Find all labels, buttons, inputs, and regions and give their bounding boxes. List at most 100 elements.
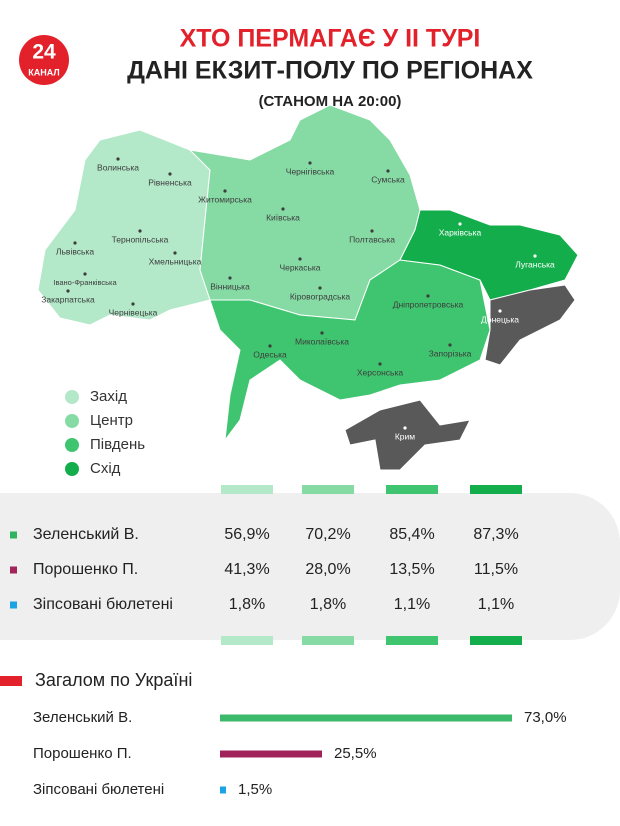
region-label: Вінницька: [210, 281, 250, 291]
category-label: Порошенко П.: [33, 745, 132, 762]
category-label: Зеленський В.: [33, 709, 132, 726]
region-label: Луганська: [515, 259, 555, 269]
occupied-area: [484, 284, 576, 366]
bar: [220, 714, 512, 722]
column-bar: [221, 636, 273, 645]
map: Волинська Рівненська Львівська Тернопільськ…: [37, 104, 579, 471]
legend-label: Центр: [90, 412, 133, 429]
region-dot: [66, 289, 70, 293]
row-name: Зеленський В.: [33, 526, 139, 543]
column-bar: [470, 636, 522, 645]
region-dot: [378, 362, 382, 366]
region-label: Запорізька: [429, 348, 472, 358]
row-marker: [10, 531, 17, 539]
region-dot: [131, 302, 135, 306]
logo-circle: [19, 35, 69, 85]
chart-title: Загалом по Україні: [35, 670, 192, 690]
column-bar: [386, 485, 438, 494]
value-label: 25,5%: [334, 745, 377, 762]
region-label: Крим: [395, 431, 415, 441]
legend-label: Схід: [90, 460, 121, 477]
row-name: Порошенко П.: [33, 561, 138, 578]
column-bar: [302, 636, 354, 645]
column-bar: [386, 636, 438, 645]
region-label: Волинська: [97, 162, 139, 172]
region-dot: [403, 426, 407, 430]
table-cell: 1,1%: [478, 596, 514, 613]
region-label: Донецька: [481, 314, 519, 324]
region-dot: [268, 344, 272, 348]
legend-swatch: [65, 438, 79, 452]
region-dot: [308, 161, 312, 165]
map-zone: [399, 209, 579, 301]
column-bar: [302, 485, 354, 494]
subtitle: (СТАНОМ НА 20:00): [259, 93, 402, 110]
value-label: 1,5%: [238, 781, 272, 798]
section-marker: [0, 676, 22, 686]
table-cell: 1,8%: [229, 596, 265, 613]
region-label: Закарпатська: [41, 294, 95, 304]
table-cell: 87,3%: [473, 526, 518, 543]
region-dot: [386, 169, 390, 173]
region-dot: [498, 309, 502, 313]
region-label: Полтавська: [349, 234, 395, 244]
table: Зеленський В. 56,9% 70,2% 85,4% 87,3% Порошен…: [10, 485, 522, 645]
table-background: [0, 493, 620, 640]
bar: [220, 750, 322, 758]
table-cell: 41,3%: [224, 561, 269, 578]
region-label: Харківська: [439, 227, 482, 237]
region-dot: [173, 251, 177, 255]
table-cell: 85,4%: [389, 526, 434, 543]
value-label: 73,0%: [524, 709, 567, 726]
region-label: Хмельницька: [149, 256, 202, 266]
region-label: Чернівецька: [109, 307, 158, 317]
region-label: Херсонська: [357, 367, 403, 377]
region-dot: [298, 257, 302, 261]
title: ХТО ПЕРМАГАЄ У ІІ ТУРІ: [180, 25, 481, 53]
region-dot: [448, 343, 452, 347]
bar: [220, 786, 226, 794]
region-label: Дніпропетровська: [393, 299, 464, 309]
region-label: Одеська: [253, 349, 287, 359]
region-dot: [370, 229, 374, 233]
legend-swatch: [65, 462, 79, 476]
row-name: Зіпсовані бюлетені: [33, 596, 173, 613]
logo-label: КАНАЛ: [28, 67, 59, 77]
region-dot: [533, 254, 537, 258]
region-dot: [426, 294, 430, 298]
region-dot: [320, 331, 324, 335]
column-bar: [221, 485, 273, 494]
column-bar: [470, 485, 522, 494]
region-dot: [116, 157, 120, 161]
region-dot: [458, 222, 462, 226]
category-label: Зіпсовані бюлетені: [33, 781, 164, 798]
legend: Захід Центр Південь Схід: [65, 388, 145, 477]
region-dot: [138, 229, 142, 233]
table-cell: 28,0%: [305, 561, 350, 578]
title: ДАНІ ЕКЗИТ-ПОЛУ ПО РЕГІОНАХ: [127, 57, 533, 85]
logo: 24 КАНАЛ: [19, 35, 69, 85]
region-dot: [281, 207, 285, 211]
legend-label: Південь: [90, 436, 145, 453]
legend-swatch: [65, 414, 79, 428]
region-label: Миколаївська: [295, 336, 349, 346]
region-label: Черкаська: [279, 262, 320, 272]
region-dot: [83, 272, 87, 276]
region-dot: [228, 276, 232, 280]
occupied-area: [344, 399, 471, 471]
region-dot: [168, 172, 172, 176]
region-dot: [73, 241, 77, 245]
legend-swatch: [65, 390, 79, 404]
region-label: Чернігівська: [286, 166, 335, 176]
table-cell: 70,2%: [305, 526, 350, 543]
row-marker: [10, 566, 17, 574]
region-label: Житомирська: [198, 194, 252, 204]
row-marker: [10, 601, 17, 609]
region-label: Київська: [266, 212, 300, 222]
table-cell: 11,5%: [474, 561, 518, 578]
region-dot: [318, 286, 322, 290]
region-label: Львівська: [56, 246, 94, 256]
region-label: Івано-Франківська: [53, 278, 117, 287]
table-cell: 13,5%: [389, 561, 434, 578]
